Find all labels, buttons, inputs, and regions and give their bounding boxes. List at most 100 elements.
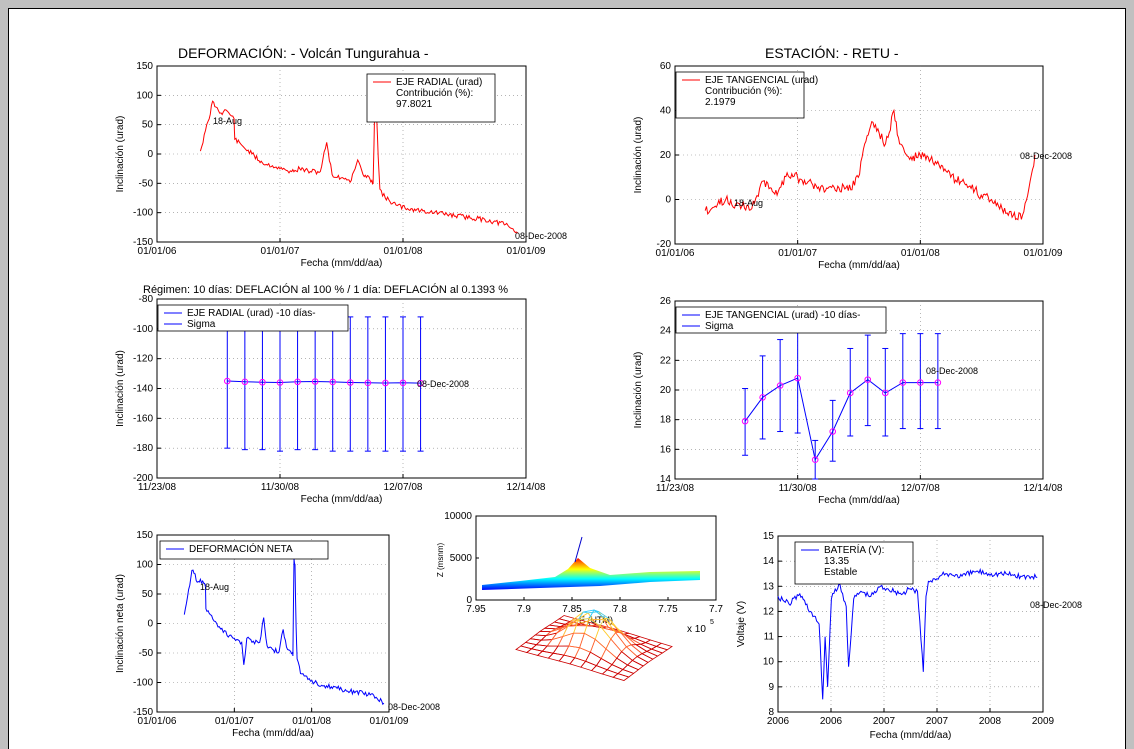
x-axis-label: Fecha (mm/dd/aa) xyxy=(301,494,383,505)
y-tick-label: 8 xyxy=(768,707,774,718)
data-marker xyxy=(382,379,389,387)
y-tick-label: 16 xyxy=(660,444,672,455)
data-marker xyxy=(794,374,801,382)
series-line-net xyxy=(183,558,385,706)
x-tick-label: 11/23/08 xyxy=(138,482,177,493)
y-tick-label: 18 xyxy=(660,415,672,426)
mesh-cell xyxy=(585,651,602,667)
legend-entry: Sigma xyxy=(187,319,216,330)
y-tick-label: 0 xyxy=(147,149,153,160)
annotation-text: 08-Dec-2008 xyxy=(515,231,567,241)
y-tick-label: -80 xyxy=(139,294,154,305)
data-marker xyxy=(759,394,766,401)
y-tick-label: 5000 xyxy=(450,553,473,564)
mesh-cell xyxy=(558,654,576,665)
series-line-battery xyxy=(777,567,1038,700)
y-tick-label: 0 xyxy=(665,195,671,206)
y-tick-label: -160 xyxy=(133,413,153,424)
y-tick-label: 20 xyxy=(660,385,672,396)
x-tick-label: 01/01/06 xyxy=(138,716,177,727)
x-tick-label: 2007 xyxy=(873,716,896,727)
x-tick-label: 2006 xyxy=(767,716,790,727)
x-tick-label: 12/14/08 xyxy=(507,482,546,493)
mesh-cell xyxy=(536,650,555,659)
data-marker xyxy=(399,379,407,387)
data-marker xyxy=(917,379,924,386)
x-tick-label: 7.95 xyxy=(466,604,486,615)
annotation-text: 18-Aug xyxy=(213,116,242,126)
data-marker xyxy=(241,378,249,386)
x-tick-label: 01/01/09 xyxy=(507,246,546,257)
data-marker xyxy=(311,378,319,385)
mesh-cell xyxy=(525,648,544,656)
data-marker xyxy=(364,379,372,387)
x-tick-label: 12/07/08 xyxy=(901,483,940,494)
y-axis-label: Inclinación (urad) xyxy=(633,352,644,429)
data-marker xyxy=(276,379,284,386)
x-axis-label: E (UTM) xyxy=(579,615,613,625)
y-tick-label: -100 xyxy=(133,208,153,219)
y-tick-label: -140 xyxy=(133,384,153,395)
x-tick-label: 01/01/08 xyxy=(384,246,423,257)
mesh-cell xyxy=(612,673,630,681)
annotation-text: 18-Aug xyxy=(200,582,229,592)
data-marker xyxy=(223,377,231,385)
y-tick-label: 9 xyxy=(768,682,774,693)
chart-net: 01/01/06 01/01/07 01/01/08 01/01/09 -150 -100… xyxy=(115,530,440,739)
data-marker xyxy=(829,428,837,435)
x-tick-label: 2008 xyxy=(979,716,1002,727)
legend-box xyxy=(159,540,329,560)
y-tick-label: 40 xyxy=(660,106,672,117)
y-tick-label: 20 xyxy=(660,150,672,161)
x-tick-label: 7.7 xyxy=(709,604,723,615)
mesh-cell xyxy=(600,648,618,666)
legend-entry: EJE TANGENCIAL (urad) -10 días- xyxy=(705,310,860,321)
annotation-text: 08-Dec-2008 xyxy=(388,702,440,712)
x-exponent: x 10 xyxy=(687,624,706,635)
y-tick-label: 15 xyxy=(763,531,775,542)
legend-box xyxy=(157,304,349,332)
annotation-text: 08-Dec-2008 xyxy=(417,379,469,389)
y-tick-label: -150 xyxy=(133,707,153,718)
series-line-tangential xyxy=(704,108,1036,221)
data-marker xyxy=(329,378,337,386)
y-axis-label: Inclinación (urad) xyxy=(633,117,644,194)
x-tick-label: 01/01/09 xyxy=(1024,248,1063,259)
terrain-surface xyxy=(482,558,700,590)
legend-entry: 97.8021 xyxy=(396,99,433,110)
y-tick-label: 22 xyxy=(660,355,672,366)
y-tick-label: -50 xyxy=(139,648,154,659)
data-marker xyxy=(346,379,354,386)
y-tick-label: 10 xyxy=(763,657,775,668)
data-marker xyxy=(881,389,889,397)
x-tick-label: 01/01/08 xyxy=(901,248,940,259)
data-marker xyxy=(417,379,424,387)
mesh-cell xyxy=(569,657,587,668)
y-tick-label: -100 xyxy=(133,324,153,335)
y-tick-label: 50 xyxy=(142,589,154,600)
y-tick-label: -200 xyxy=(133,473,153,484)
x-tick-label: 11/30/08 xyxy=(261,482,300,493)
x-tick-label: 11/30/08 xyxy=(779,483,818,494)
regime-text: Régimen: 10 días: DEFLACIÓN al 100 % / 1… xyxy=(143,284,509,296)
chart-tangential: 01/01/06 01/01/07 01/01/08 01/01/09 -20 0 20 40… xyxy=(633,61,1072,271)
x-tick-label: 11/23/08 xyxy=(656,483,695,494)
chart-elevation: 7.95 7.9 7.85 7.8 7.75 7.7 0 5000 10000 E (UTM) Z … xyxy=(436,511,723,635)
chart-battery: 2006 2006 2007 2007 2008 2009 8 9 10 11 12 13 14 15 Fe… xyxy=(736,531,1082,741)
annotation-text: 08-Dec-2008 xyxy=(1020,151,1072,161)
chart-radial10: 11/23/08 11/30/08 12/07/08 12/14/08 -200 -180… xyxy=(115,294,546,505)
y-tick-label: -180 xyxy=(133,443,153,454)
data-marker xyxy=(864,376,872,383)
mesh-cell xyxy=(580,660,598,672)
y-tick-label: -50 xyxy=(139,178,154,189)
legend-entry: EJE RADIAL (urad) xyxy=(396,77,482,88)
data-marker xyxy=(846,389,854,397)
y-tick-label: 100 xyxy=(136,560,153,571)
deformation-mesh xyxy=(515,609,673,681)
legend-entry: EJE RADIAL (urad) -10 días- xyxy=(187,308,316,319)
legend-entry: DEFORMACIÓN NETA xyxy=(189,542,293,555)
legend-box xyxy=(794,541,914,585)
annotation-text: 08-Dec-2008 xyxy=(926,366,978,376)
